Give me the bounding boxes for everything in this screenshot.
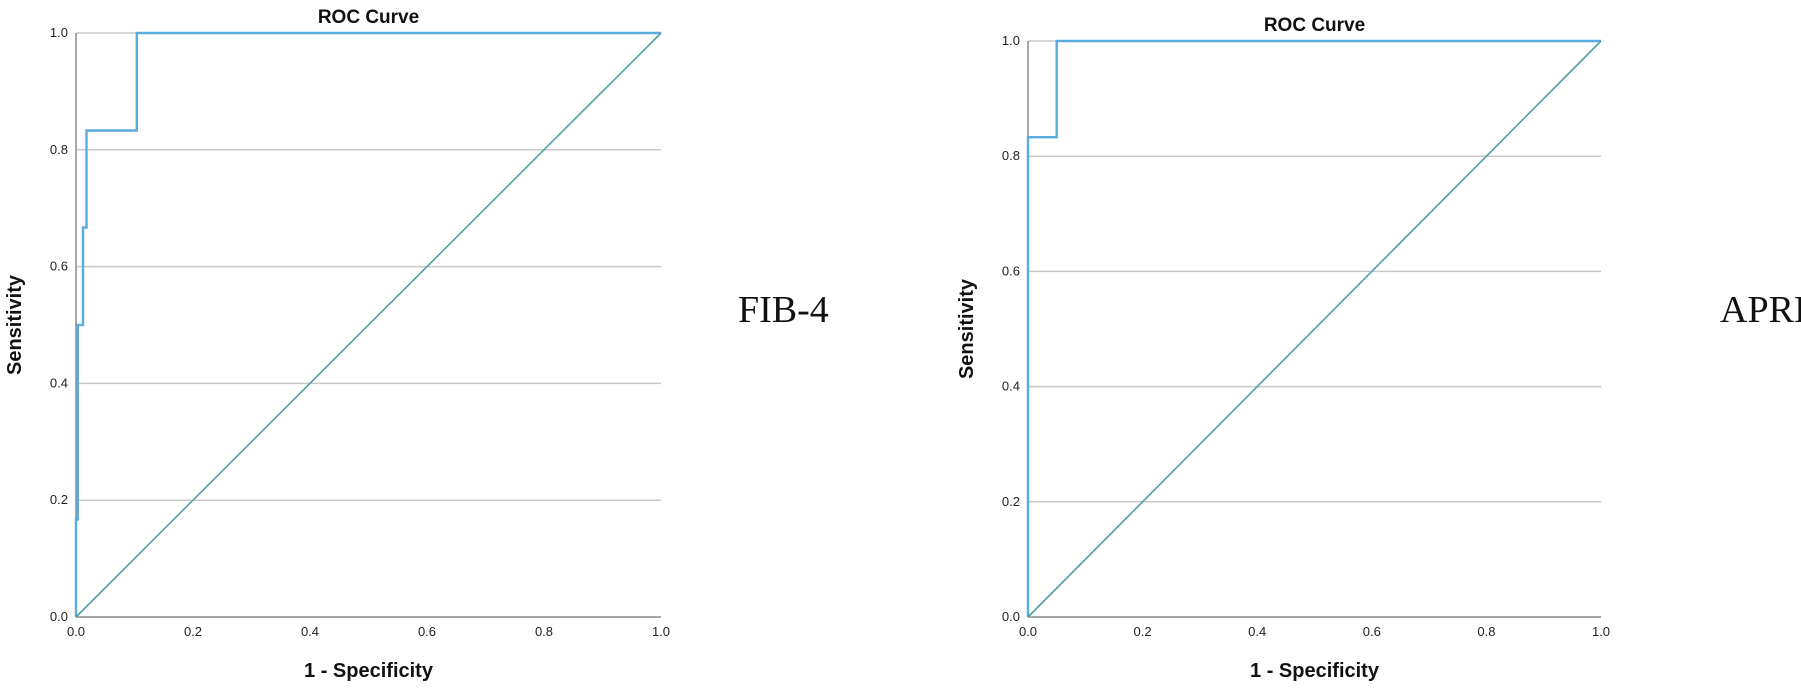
fib4-x-axis-label: 1 - Specificity (304, 660, 434, 682)
apri-side-label: APRI (1720, 289, 1801, 331)
fib4-x-tick-label-5: 1.0 (652, 624, 670, 639)
apri-y-axis-label: Sensitivity (956, 278, 978, 379)
apri-reference-diagonal-line (1027, 40, 1602, 618)
apri-x-axis-label: 1 - Specificity (1250, 660, 1380, 682)
fib4-x-tick-label-0: 0.0 (67, 624, 85, 639)
apri-x-tick-label-0: 0.0 (1019, 624, 1037, 639)
apri-x-tick-label-1: 0.2 (1134, 624, 1152, 639)
fib4-x-tick-label-4: 0.8 (535, 624, 553, 639)
fib4-y-tick-label-0: 0.0 (50, 609, 68, 624)
apri-y-tick-label-1: 0.2 (1002, 494, 1020, 509)
fib4-y-tick-label-3: 0.6 (50, 259, 68, 274)
fib4-side-label: FIB-4 (738, 289, 829, 331)
fib4-y-tick-label-5: 1.0 (50, 25, 68, 40)
fib4-roc-curve-line (74, 31, 661, 617)
fib4-x-tick-label-2: 0.4 (301, 624, 319, 639)
apri-x-tick-label-3: 0.6 (1363, 624, 1381, 639)
apri-y-tick-label-2: 0.4 (1002, 379, 1020, 394)
apri-x-tick-label-4: 0.8 (1477, 624, 1495, 639)
apri-y-tick-label-4: 0.8 (1002, 148, 1020, 163)
fib4-y-axis-label: Sensitivity (4, 274, 26, 375)
fib4-x-tick-label-3: 0.6 (418, 624, 436, 639)
apri-chart-title: ROC Curve (1264, 15, 1365, 36)
apri-roc-curve-line (1026, 39, 1601, 617)
fib4-chart-title: ROC Curve (318, 7, 419, 28)
fib4-reference-diagonal-line (75, 32, 662, 618)
apri-y-tick-label-0: 0.0 (1002, 609, 1020, 624)
apri-y-tick-label-3: 0.6 (1002, 263, 1020, 278)
fib4-y-tick-label-2: 0.4 (50, 375, 68, 390)
fib4-y-tick-label-4: 0.8 (50, 142, 68, 157)
apri-y-tick-label-5: 1.0 (1002, 33, 1020, 48)
apri-x-tick-label-2: 0.4 (1248, 624, 1266, 639)
fib4-x-tick-label-1: 0.2 (184, 624, 202, 639)
fib4-y-tick-label-1: 0.2 (50, 492, 68, 507)
apri-x-tick-label-5: 1.0 (1592, 624, 1610, 639)
